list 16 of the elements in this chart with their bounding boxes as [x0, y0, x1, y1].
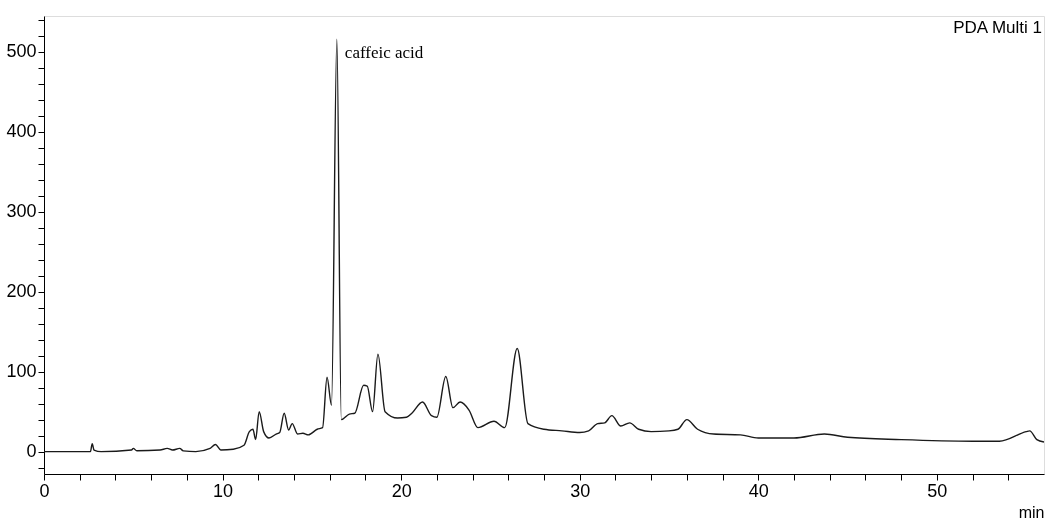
- y-tick-label: 200: [6, 281, 37, 302]
- x-tick-label: 10: [213, 480, 234, 501]
- y-tick-label: 400: [6, 121, 37, 142]
- x-tick-label: 40: [748, 480, 769, 501]
- y-tick-label: 100: [6, 361, 37, 382]
- x-tick-label: 20: [391, 480, 412, 501]
- y-tick-label: 0: [26, 441, 37, 462]
- annotation: caffeic acid: [344, 43, 424, 63]
- y-tick-label: 300: [6, 201, 37, 222]
- x-tick-label: 50: [927, 480, 948, 501]
- annotation: PDA Multi 1: [953, 18, 1042, 37]
- line-series: [44, 38, 1044, 453]
- x-tick-label: 0: [39, 480, 50, 501]
- x-axis-title: min: [1018, 503, 1045, 521]
- y-tick-label: 500: [6, 41, 37, 62]
- x-tick-label: 30: [570, 480, 591, 501]
